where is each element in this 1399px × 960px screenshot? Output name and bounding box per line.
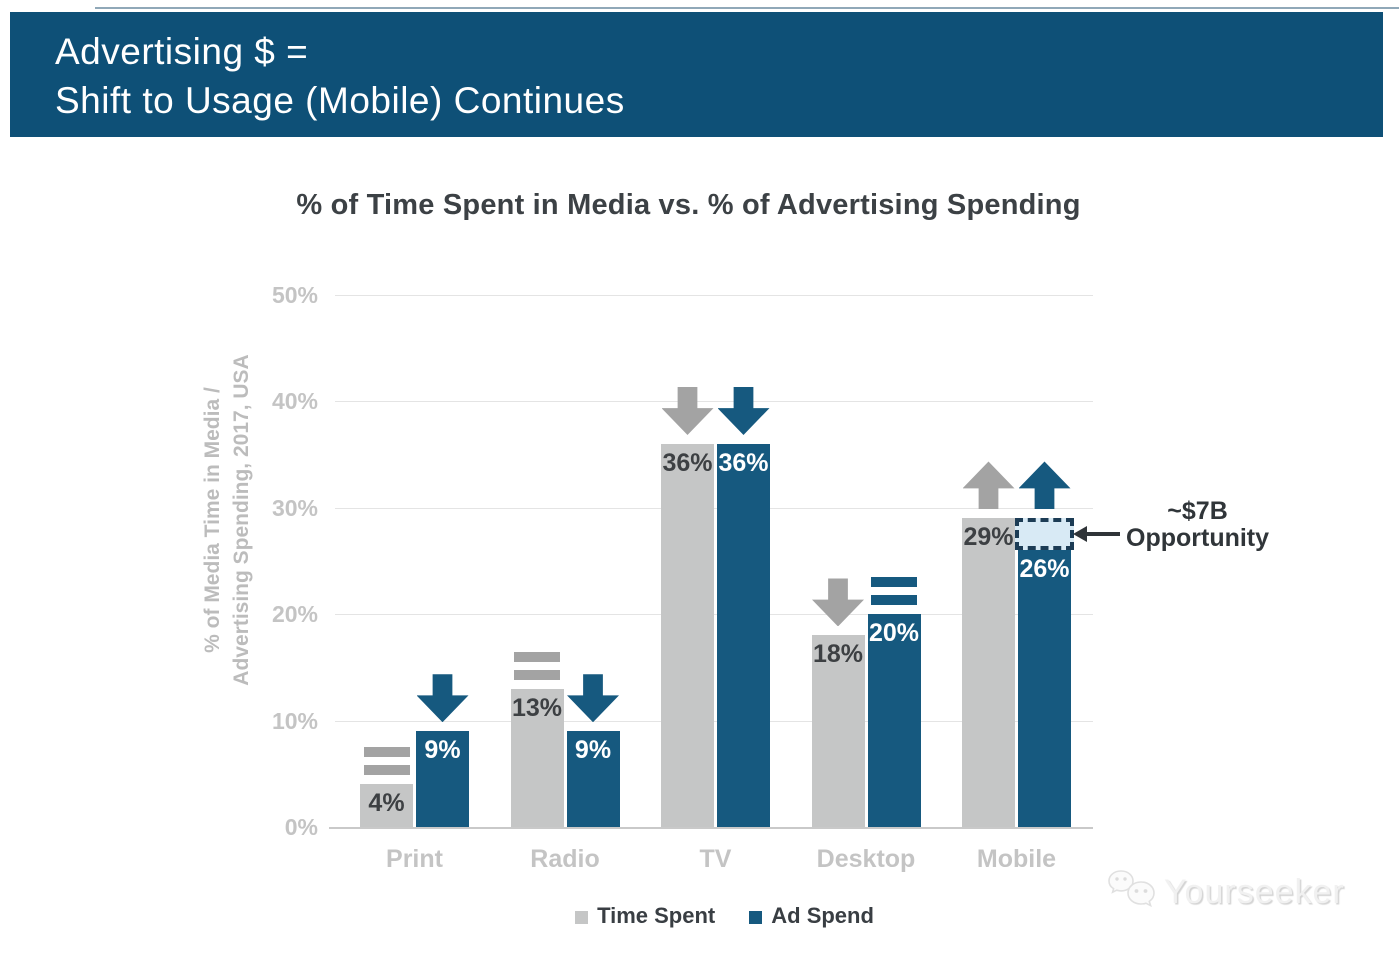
gridline-40%	[335, 401, 1093, 403]
ad-spend-bar-desktop	[867, 614, 921, 827]
bar-value-label-mobile-ad-spend: 26%	[1019, 555, 1070, 584]
equals-icon	[514, 651, 560, 680]
equals-icon	[871, 577, 917, 606]
banner-title-line1: Advertising $ =	[55, 31, 309, 72]
x-category-label-print: Print	[386, 845, 443, 873]
bar-value-label-tv-ad-spend: 36%	[718, 448, 769, 477]
y-tick-label-10%: 10%	[271, 707, 318, 734]
x-category-label-mobile: Mobile	[976, 845, 1057, 873]
y-axis-title-line1: % of Media Time in Media /	[201, 387, 224, 653]
arrow-down-icon	[416, 674, 469, 723]
time-spent-bar-print	[360, 784, 413, 827]
gridline-20%	[335, 614, 1093, 616]
header-banner: Advertising $ = Shift to Usage (Mobile) …	[10, 12, 1383, 137]
chart-title: % of Time Spent in Media vs. % of Advert…	[296, 189, 1081, 221]
banner-title-line2: Shift to Usage (Mobile) Continues	[55, 80, 625, 121]
annotation-line1: ~$7B	[1167, 497, 1228, 526]
ad-spend-bar-radio	[566, 731, 620, 827]
yourseeker-chat-bubbles-icon	[1108, 870, 1155, 908]
time-spent-bar-tv	[661, 443, 714, 827]
bar-value-label-tv-time-spent: 36%	[662, 448, 713, 477]
bar-value-label-mobile-time-spent: 29%	[963, 523, 1014, 552]
gridline-50%	[335, 295, 1093, 296]
plot-area: 0% 10% 20% 30% 40% 50% 4% 9% Print 13% 9% Radio 36% 3…	[272, 282, 1269, 873]
bar-value-label-radio-ad-spend: 9%	[574, 736, 612, 765]
legend-label-time-spent: Time Spent	[597, 903, 716, 928]
y-tick-label-30%: 30%	[271, 494, 318, 521]
x-category-label-radio: Radio	[530, 845, 600, 873]
y-tick-label-0%: 0%	[284, 814, 318, 840]
left-arrow-icon	[1073, 526, 1120, 543]
slide-top-edge-line	[95, 7, 1399, 9]
legend: Time Spent Ad Spend	[25, 903, 1399, 929]
watermark: Yourseeker	[1106, 868, 1345, 916]
y-tick-label-50%: 50%	[271, 282, 318, 308]
bar-value-label-print-ad-spend: 9%	[424, 736, 461, 765]
watermark-text: Yourseeker	[1164, 872, 1345, 911]
x-category-label-desktop: Desktop	[816, 845, 916, 873]
legend-item-ad-spend: Ad Spend	[749, 903, 874, 929]
bar-value-label-print-time-spent: 4%	[368, 789, 405, 818]
opportunity-annotation: ~$7B Opportunity	[1126, 498, 1269, 552]
ad-spend-bar-tv	[717, 443, 770, 827]
time-spent-bar-radio	[510, 688, 564, 827]
equals-icon	[363, 747, 410, 776]
arrow-up-icon	[962, 461, 1015, 510]
time-spent-bar-mobile	[962, 518, 1015, 827]
arrow-down-icon	[567, 674, 619, 723]
arrow-down-icon	[717, 386, 770, 435]
bar-value-label-desktop-time-spent: 18%	[812, 640, 864, 669]
opportunity-box	[1015, 518, 1074, 551]
arrow-down-icon	[812, 578, 864, 627]
arrow-down-icon	[661, 386, 714, 435]
legend-label-ad-spend: Ad Spend	[771, 903, 874, 928]
legend-swatch-ad-spend	[749, 910, 763, 924]
x-category-label-tv: TV	[699, 845, 732, 873]
x-axis-line	[329, 827, 1093, 829]
bar-value-label-radio-time-spent: 13%	[511, 693, 563, 722]
time-spent-bar-desktop	[811, 635, 865, 827]
gridline-30%	[335, 507, 1093, 509]
legend-swatch-time-spent	[575, 910, 589, 924]
arrow-up-icon	[1018, 461, 1071, 510]
ad-spend-bar-mobile	[1018, 550, 1071, 827]
gridline-10%	[335, 720, 1093, 722]
ad-spend-bar-print	[416, 731, 469, 827]
annotation-line2: Opportunity	[1126, 524, 1270, 553]
bar-value-label-desktop-ad-spend: 20%	[868, 619, 920, 648]
y-tick-label-40%: 40%	[271, 388, 318, 415]
y-tick-label-20%: 20%	[271, 601, 318, 628]
legend-item-time-spent: Time Spent	[575, 903, 715, 929]
